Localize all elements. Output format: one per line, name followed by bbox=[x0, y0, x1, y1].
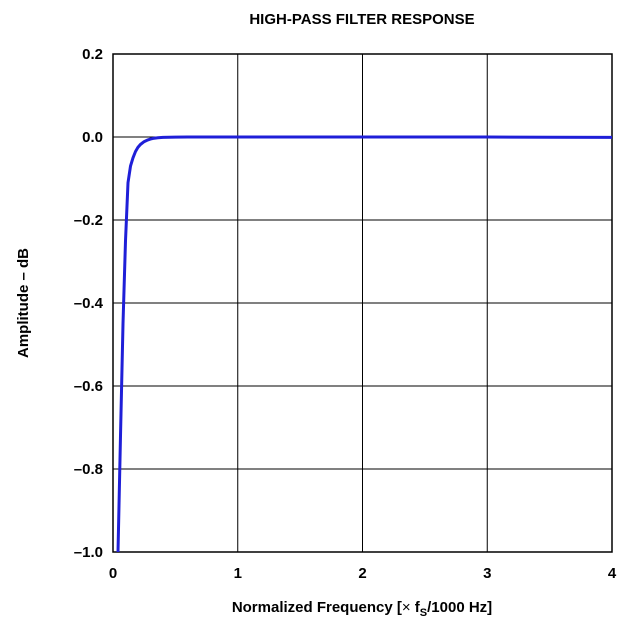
x-tick-label: 2 bbox=[358, 565, 366, 582]
y-tick-label: –0.8 bbox=[74, 461, 103, 478]
y-tick-label: –0.6 bbox=[74, 378, 103, 395]
x-axis-label-prefix: Normalized Frequency [ bbox=[232, 599, 402, 616]
y-axis-label: Amplitude – dB bbox=[15, 248, 32, 358]
x-tick-label: 4 bbox=[608, 565, 617, 582]
x-tick-label: 3 bbox=[483, 565, 491, 582]
y-tick-label: –0.2 bbox=[74, 212, 103, 229]
x-axis-label-subscript: S bbox=[420, 607, 427, 619]
series-layer bbox=[118, 137, 612, 552]
y-tick-label: –0.4 bbox=[74, 295, 104, 312]
y-tick-label: 0.2 bbox=[82, 46, 103, 63]
times-symbol: × bbox=[402, 599, 411, 616]
y-tick-label: 0.0 bbox=[82, 129, 103, 146]
x-tick-label: 0 bbox=[109, 565, 117, 582]
chart-title: HIGH-PASS FILTER RESPONSE bbox=[249, 11, 474, 28]
x-tick-label: 1 bbox=[234, 565, 242, 582]
y-tick-label: –1.0 bbox=[74, 544, 103, 561]
series-line bbox=[118, 137, 612, 552]
x-axis-label-suffix: /1000 Hz] bbox=[427, 599, 492, 616]
grid bbox=[113, 54, 612, 552]
x-axis-label: Normalized Frequency [× fS/1000 Hz] bbox=[232, 599, 492, 619]
tick-labels: 0 1 2 3 4 0.2 0.0 –0.2 –0.4 –0.6 –0.8 –1.0 bbox=[74, 46, 617, 582]
